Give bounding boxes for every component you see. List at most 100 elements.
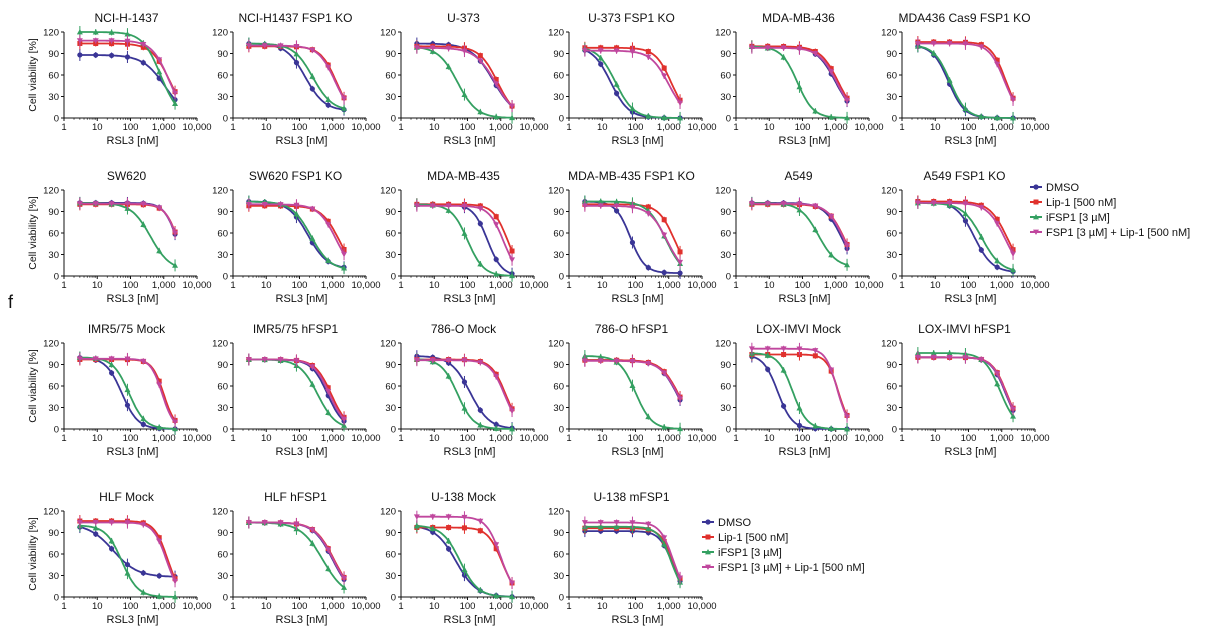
y-tick-label: 30: [553, 571, 564, 582]
data-point: [1010, 413, 1017, 419]
data-point: [812, 108, 819, 114]
data-point: [156, 378, 162, 384]
data-point: [341, 575, 348, 582]
data-point: [445, 203, 452, 209]
data-point: [828, 66, 834, 72]
data-point: [172, 262, 179, 268]
y-tick-label: 0: [391, 271, 396, 282]
data-point: [124, 402, 131, 408]
data-point: [994, 114, 1001, 121]
x-tick-label: 10: [930, 433, 941, 444]
x-tick-label: 1: [566, 122, 571, 133]
data-point: [994, 61, 1001, 68]
y-tick-label: 30: [886, 250, 897, 261]
data-point: [493, 425, 500, 431]
y-tick-label: 0: [54, 424, 59, 435]
x-tick-label: 1: [61, 601, 66, 612]
x-tick-label: 1: [398, 601, 403, 612]
data-point: [477, 587, 484, 593]
x-tick-label: 100: [795, 433, 811, 444]
x-tick-label: 100: [460, 433, 476, 444]
legend-label: Lip-1 [500 nM]: [1046, 197, 1116, 209]
data-point: [413, 203, 420, 209]
y-tick-label: 120: [548, 185, 564, 196]
data-point: [124, 54, 131, 60]
data-point: [325, 102, 331, 108]
y-tick-label: 30: [48, 571, 59, 582]
x-tick-label: 1,000: [657, 122, 681, 133]
data-point: [245, 520, 252, 526]
x-tick-label: 1: [566, 601, 571, 612]
data-point: [781, 351, 787, 357]
x-tick-label: 100: [628, 122, 644, 133]
data-point: [629, 382, 636, 389]
y-tick-label: 0: [223, 592, 228, 603]
y-tick-label: 0: [391, 592, 396, 603]
chart-title: MDA-MB-435: [427, 169, 500, 183]
data-point: [341, 96, 348, 102]
data-point: [309, 47, 316, 54]
y-axis-label: Cell viability [%]: [27, 349, 39, 423]
data-point: [509, 425, 516, 432]
y-tick-label: 30: [720, 250, 731, 261]
y-tick-label: 120: [43, 506, 59, 517]
data-point: [156, 205, 163, 211]
data-point: [962, 41, 969, 47]
chart-title: MDA436 Cas9 FSP1 KO: [898, 11, 1030, 25]
x-tick-label: 1: [61, 122, 66, 133]
y-tick-label: 120: [715, 27, 731, 38]
y-tick-label: 30: [48, 92, 59, 103]
data-point: [764, 201, 771, 207]
data-point: [325, 409, 332, 415]
data-point: [140, 221, 147, 227]
x-tick-label: 100: [628, 433, 644, 444]
data-point: [325, 385, 331, 391]
y-tick-label: 30: [48, 250, 59, 261]
data-point: [108, 537, 115, 544]
y-tick-label: 60: [385, 228, 396, 239]
data-point: [309, 381, 316, 387]
y-tick-label: 0: [54, 592, 59, 603]
data-point: [172, 578, 179, 585]
data-point: [581, 203, 588, 209]
y-tick-label: 90: [217, 207, 228, 218]
data-point: [309, 235, 316, 241]
data-point: [796, 83, 803, 90]
data-point: [493, 113, 500, 120]
x-tick-label: 1: [566, 433, 571, 444]
data-point: [946, 77, 953, 83]
data-point: [108, 29, 115, 35]
curve-combo: [584, 49, 682, 105]
y-tick-label: 120: [43, 338, 59, 349]
legend-marker: [1033, 184, 1039, 190]
data-point: [325, 257, 332, 263]
data-point: [245, 43, 252, 49]
x-tick-label: 10,000: [687, 122, 716, 133]
x-axis-label: RSL3 [nM]: [612, 293, 664, 305]
y-tick-label: 60: [886, 228, 897, 239]
chart-title: HLF Mock: [99, 490, 155, 504]
data-point: [677, 575, 684, 581]
data-point: [156, 593, 163, 599]
data-point: [661, 65, 667, 71]
data-point: [124, 356, 131, 362]
data-point: [780, 54, 787, 60]
y-tick-label: 30: [217, 403, 228, 414]
y-tick-label: 60: [553, 228, 564, 239]
y-tick-label: 0: [559, 424, 564, 435]
data-point: [461, 566, 468, 573]
y-tick-label: 120: [212, 185, 228, 196]
x-tick-label: 10,000: [854, 280, 883, 291]
data-point: [477, 221, 483, 227]
y-tick-label: 120: [43, 185, 59, 196]
x-tick-label: 1,000: [489, 433, 513, 444]
x-tick-label: 10: [597, 122, 608, 133]
data-point: [509, 593, 516, 600]
data-point: [796, 46, 803, 52]
x-tick-label: 10,000: [519, 122, 548, 133]
data-point: [429, 525, 436, 532]
